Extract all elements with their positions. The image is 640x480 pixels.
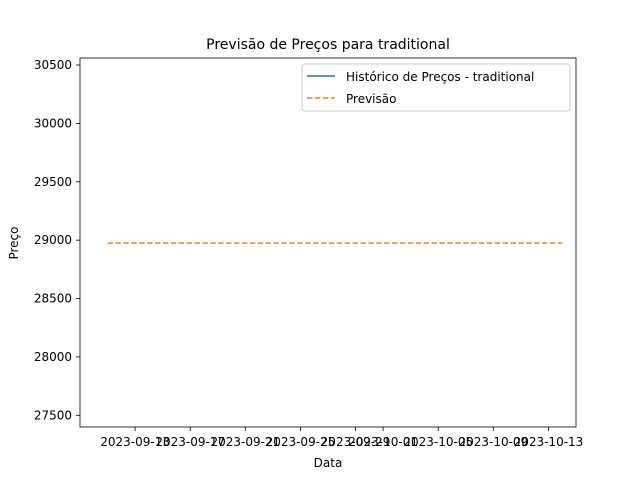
plot-frame — [79, 57, 577, 428]
x-tick-label: 2023-10-13 — [514, 435, 584, 449]
y-axis: 27500 28000 28500 29000 29500 30000 30500 — [34, 58, 80, 422]
y-axis-label: Preço — [7, 226, 21, 259]
y-tick-label: 29000 — [34, 233, 72, 247]
legend-label-history: Histórico de Preços - traditional — [346, 70, 534, 84]
y-tick-label: 27500 — [34, 408, 72, 422]
y-tick-label: 30000 — [34, 116, 72, 130]
x-tick-label: 2023-09-13 — [100, 435, 170, 449]
x-tick-label: 2023-09-29 — [321, 435, 391, 449]
x-tick-label: 2023-09-25 — [266, 435, 336, 449]
legend-label-forecast: Previsão — [346, 92, 396, 106]
x-axis-label: Data — [314, 456, 343, 470]
x-tick-label: 2023-10-05 — [403, 435, 473, 449]
x-tick-label: 2023-10-01 — [348, 435, 418, 449]
chart-title: Previsão de Preços para traditional — [206, 37, 450, 53]
y-tick-label: 28500 — [34, 292, 72, 306]
y-tick-label: 29500 — [34, 175, 72, 189]
x-tick-label: 2023-10-09 — [458, 435, 528, 449]
y-tick-label: 30500 — [34, 58, 72, 72]
legend: Histórico de Preços - traditional Previs… — [301, 63, 571, 112]
x-tick-label: 2023-09-21 — [210, 435, 280, 449]
y-tick-label: 28000 — [34, 350, 72, 364]
legend-box — [301, 63, 571, 112]
x-tick-label: 2023-09-17 — [155, 435, 225, 449]
x-axis: 2023-09-132023-09-172023-09-212023-09-25… — [100, 427, 583, 449]
